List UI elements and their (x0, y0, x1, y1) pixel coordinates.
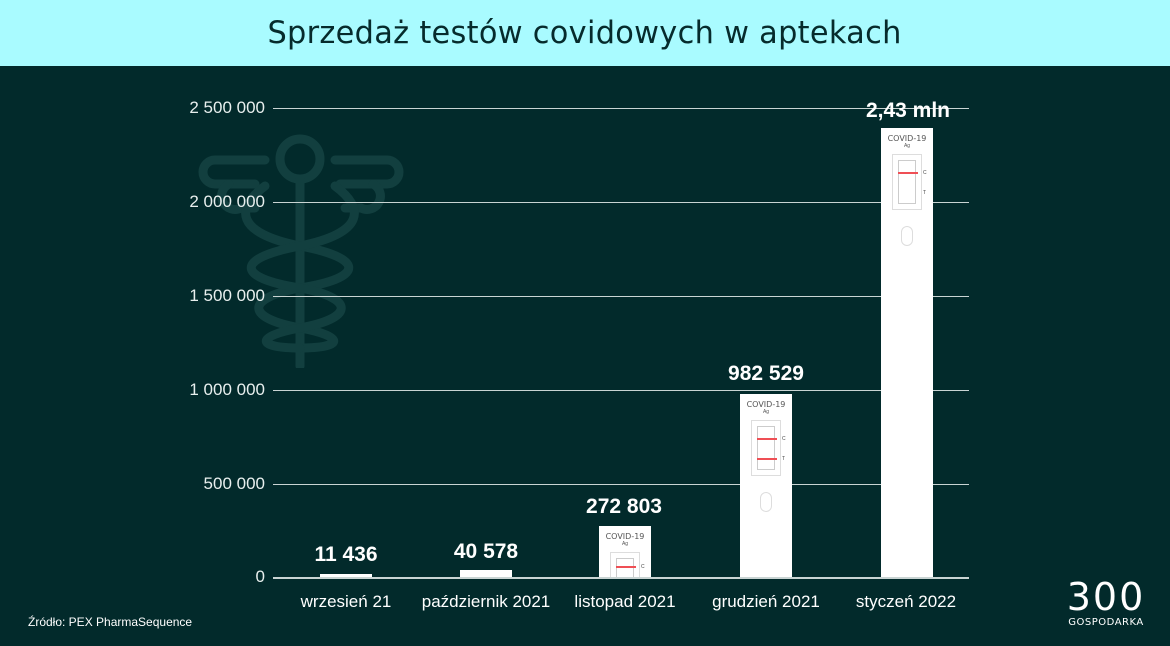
test-title: COVID-19 (746, 400, 786, 409)
gridline-1000000 (273, 390, 969, 391)
bar-listopad: COVID-19 Ag C (599, 526, 651, 578)
test-window: C T (892, 154, 927, 210)
sample-well (760, 492, 772, 512)
chart-background (0, 66, 1170, 646)
caduceus-watermark-icon (198, 134, 404, 368)
c-mark: C (923, 170, 927, 176)
control-line (616, 566, 636, 568)
gridline-500000 (273, 484, 969, 485)
control-line (757, 438, 777, 440)
y-tick: 0 (255, 567, 265, 586)
test-ag: Ag (903, 143, 911, 149)
title-banner: Sprzedaż testów covidowych w aptekach (0, 0, 1170, 66)
x-label: styczeń 2022 (855, 592, 957, 611)
gridline-2000000 (273, 202, 969, 203)
test-ag: Ag (621, 541, 629, 547)
y-tick: 2 500 000 (189, 98, 265, 117)
test-strip (616, 558, 634, 578)
logo-name: GOSPODARKA (1068, 617, 1144, 628)
t-mark: T (782, 456, 786, 462)
bar-grudzien: COVID-19 Ag C T (740, 394, 792, 578)
bar-pazdziernik (460, 570, 512, 578)
gridline-2500000 (273, 108, 969, 109)
control-line (898, 172, 918, 174)
bar-wrzesien (320, 574, 372, 578)
c-mark: C (782, 436, 786, 442)
t-mark: T (923, 190, 927, 196)
x-label: grudzień 2021 (712, 592, 820, 611)
logo-300gospodarka: 300 GOSPODARKA (1058, 578, 1154, 628)
value-label: 40 578 (453, 540, 519, 563)
value-label: 11 436 (314, 543, 378, 566)
source-note: Źródło: PEX PharmaSequence (28, 615, 193, 629)
x-label: wrzesień 21 (300, 592, 392, 611)
bar-styczen: COVID-19 Ag C T (881, 128, 933, 578)
test-strip (757, 426, 775, 470)
x-label: październik 2021 (421, 592, 551, 611)
y-tick: 500 000 (203, 474, 265, 493)
gridline-1500000 (273, 296, 969, 297)
value-label: 2,43 mln (865, 99, 951, 122)
value-label: 982 529 (728, 362, 804, 385)
logo-number: 300 (1066, 575, 1146, 619)
test-title: COVID-19 (887, 134, 927, 143)
test-window: C (610, 552, 645, 578)
y-tick: 1 000 000 (189, 380, 265, 399)
y-tick: 1 500 000 (189, 286, 265, 305)
test-ag: Ag (762, 409, 770, 415)
c-mark: C (641, 564, 645, 570)
y-tick: 2 000 000 (189, 192, 265, 211)
test-line (757, 458, 777, 460)
test-strip (898, 160, 916, 204)
test-window: C T (751, 420, 786, 476)
sample-well (901, 226, 913, 246)
x-label: listopad 2021 (574, 592, 676, 611)
page-title: Sprzedaż testów covidowych w aptekach (267, 15, 903, 51)
x-axis (273, 577, 969, 579)
value-label: 272 803 (586, 495, 662, 518)
test-title: COVID-19 (605, 532, 645, 541)
